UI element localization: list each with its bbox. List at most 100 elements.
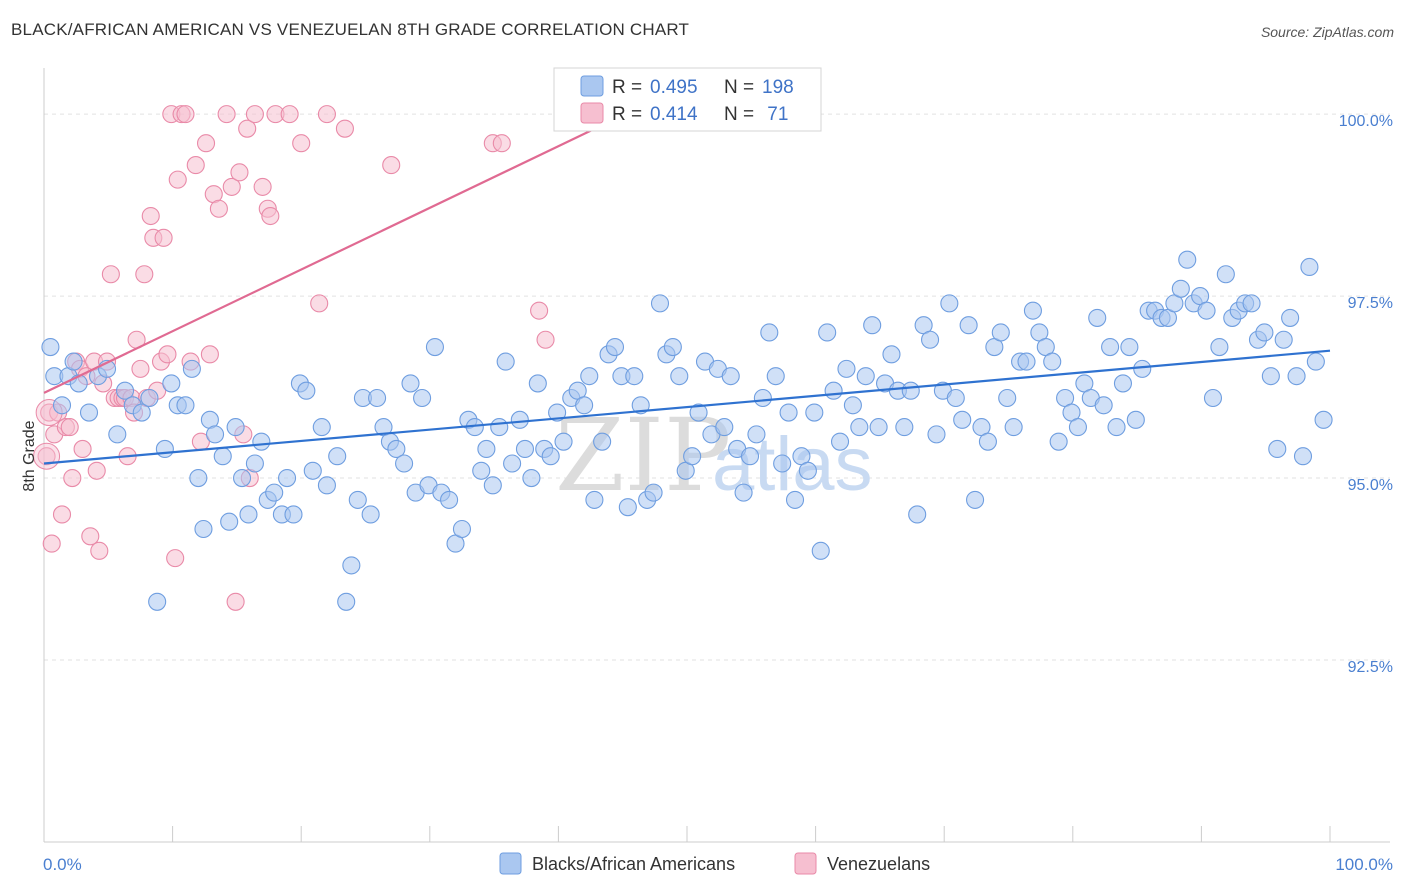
venezuelans-point-68 — [492, 134, 511, 153]
blacks-point-41 — [328, 447, 347, 466]
blacks-point-176 — [1197, 301, 1216, 320]
venezuelans-point-35 — [154, 228, 173, 247]
venezuelans-point-54 — [238, 119, 257, 138]
blacks-point-133 — [921, 330, 940, 349]
blacks-point-172 — [1171, 279, 1190, 298]
y-tick-label-0: 100.0% — [1339, 113, 1393, 130]
blacks-point-94 — [670, 367, 689, 386]
pink-r-value: 0.414 — [650, 104, 698, 125]
blacks-trend-line — [43, 349, 1331, 465]
blacks-point-115 — [805, 403, 824, 422]
blacks-point-129 — [895, 418, 914, 437]
blacks-point-43 — [342, 556, 361, 575]
blacks-point-12 — [132, 403, 151, 422]
blacks-point-74 — [541, 447, 560, 466]
blacks-point-46 — [361, 505, 380, 524]
blacks-point-87 — [625, 367, 644, 386]
blacks-point-107 — [753, 388, 772, 408]
venezuelans-point-69 — [530, 301, 549, 320]
blacks-point-6 — [79, 403, 99, 422]
blacks-point-193 — [1306, 352, 1325, 371]
blacks-point-125 — [869, 418, 888, 437]
blacks-point-26 — [226, 418, 245, 437]
blacks-point-153 — [1049, 432, 1068, 451]
blacks-point-19 — [182, 359, 201, 378]
blacks-point-186 — [1261, 367, 1280, 386]
y-tick-labels: 100.0% 97.5% 95.0% 92.5% — [1339, 113, 1393, 676]
blacks-point-189 — [1281, 308, 1300, 327]
blacks-point-114 — [798, 461, 817, 480]
blacks-point-50 — [387, 439, 406, 458]
blacks-point-160 — [1094, 396, 1113, 415]
blacks-point-106 — [747, 425, 766, 444]
blacks-point-30 — [252, 432, 271, 451]
blacks-point-10 — [115, 381, 135, 400]
blacks-point-14 — [148, 592, 167, 611]
venezuelans-point-19 — [101, 265, 120, 284]
blacks-point-109 — [766, 367, 785, 386]
blacks-point-23 — [205, 425, 225, 444]
blacks-point-118 — [824, 381, 843, 400]
venezuelans-point-70 — [536, 330, 555, 349]
blacks-point-146 — [1004, 418, 1023, 437]
blacks-point-192 — [1300, 257, 1319, 277]
blacks-point-112 — [785, 490, 805, 509]
blacks-point-4 — [64, 352, 83, 371]
blacks-point-34 — [278, 469, 297, 488]
blue-n-label: N = — [724, 77, 759, 98]
blacks-point-67 — [496, 352, 515, 371]
blacks-point-37 — [297, 381, 316, 400]
blacks-point-108 — [760, 323, 779, 342]
blacks-point-64 — [477, 439, 496, 458]
blacks-point-187 — [1268, 439, 1287, 458]
venezuelans-point-28 — [131, 359, 150, 378]
blacks-point-159 — [1088, 308, 1107, 327]
blacks-point-148 — [1017, 352, 1036, 371]
venezuelans-trend-line — [43, 113, 626, 394]
blacks-point-16 — [162, 374, 181, 393]
blacks-point-5 — [69, 374, 88, 393]
blacks-point-96 — [683, 447, 702, 466]
legend-swatch-venezuelans — [794, 852, 817, 875]
blacks-point-152 — [1043, 352, 1062, 371]
blacks-point-38 — [303, 461, 322, 480]
venezuelans-point-31 — [141, 206, 160, 226]
blacks-point-51 — [395, 454, 414, 473]
chart-title: BLACK/AFRICAN AMERICAN VS VENEZUELAN 8TH… — [11, 20, 690, 39]
blacks-point-21 — [194, 519, 213, 539]
venezuelans-point-56 — [245, 105, 264, 124]
blacks-point-120 — [837, 359, 856, 378]
blacks-point-71 — [522, 469, 541, 488]
blacks-point-56 — [425, 337, 444, 357]
blacks-point-28 — [239, 505, 258, 524]
blacks-point-79 — [575, 396, 594, 415]
blacks-point-0 — [41, 337, 60, 357]
blacks-point-63 — [472, 461, 491, 480]
blacks-point-65 — [483, 476, 502, 495]
blacks-point-32 — [265, 483, 284, 502]
venezuelans-point-48 — [209, 199, 228, 218]
venezuelans-point-66 — [382, 156, 401, 175]
venezuelans-point-16 — [90, 541, 109, 560]
blacks-point-24 — [213, 447, 232, 466]
blacks-point-164 — [1120, 337, 1139, 357]
x-tick-label-max: 100.0% — [1335, 855, 1393, 874]
venezuelans-points — [33, 105, 555, 611]
blacks-point-15 — [155, 439, 174, 458]
blacks-point-39 — [312, 418, 331, 437]
blue-swatch — [580, 75, 604, 97]
blacks-point-60 — [452, 519, 472, 539]
venezuelans-point-11 — [73, 439, 92, 458]
blacks-point-82 — [593, 432, 612, 451]
blacks-point-140 — [966, 490, 985, 509]
blacks-point-90 — [644, 483, 663, 502]
blacks-point-25 — [220, 512, 239, 531]
blacks-point-194 — [1314, 410, 1333, 429]
blacks-point-105 — [740, 447, 760, 466]
blacks-point-70 — [515, 439, 535, 458]
venezuelans-point-7 — [60, 418, 79, 437]
y-tick-label-3: 92.5% — [1348, 659, 1393, 676]
blacks-point-80 — [580, 367, 599, 386]
venezuelans-point-45 — [196, 134, 216, 153]
